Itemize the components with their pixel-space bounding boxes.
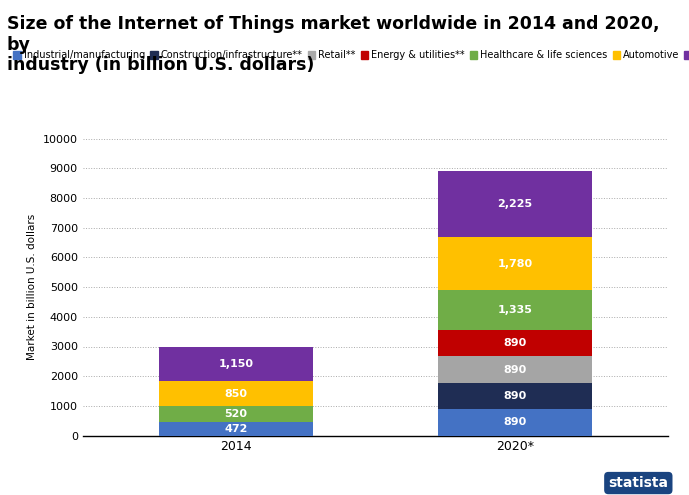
Y-axis label: Market in billion U.S. dollars: Market in billion U.S. dollars <box>28 214 37 360</box>
Bar <box>438 383 592 409</box>
Bar <box>438 237 592 290</box>
Bar <box>438 356 592 383</box>
Text: 890: 890 <box>504 338 526 348</box>
Text: 2,225: 2,225 <box>497 199 533 209</box>
Bar <box>159 346 313 381</box>
Bar <box>159 381 313 406</box>
Text: 472: 472 <box>225 424 248 434</box>
Bar <box>438 330 592 356</box>
Bar <box>438 290 592 330</box>
Bar <box>159 422 313 436</box>
Text: statista: statista <box>608 476 668 490</box>
Text: Size of the Internet of Things market worldwide in 2014 and 2020, by
industry (i: Size of the Internet of Things market wo… <box>7 15 659 74</box>
Bar <box>438 409 592 436</box>
Text: 1,335: 1,335 <box>497 305 533 315</box>
Legend: Industrial/manufacturing, Construction/infrastructure**, Retail**, Energy & util: Industrial/manufacturing, Construction/i… <box>12 49 689 62</box>
Text: 1,780: 1,780 <box>497 259 533 269</box>
Text: 520: 520 <box>225 409 247 419</box>
Text: 1,150: 1,150 <box>218 359 254 369</box>
Text: 890: 890 <box>504 364 526 375</box>
Bar <box>159 406 313 422</box>
Text: 890: 890 <box>504 417 526 427</box>
Text: 890: 890 <box>504 391 526 401</box>
Text: 850: 850 <box>225 389 247 398</box>
Bar <box>438 171 592 238</box>
